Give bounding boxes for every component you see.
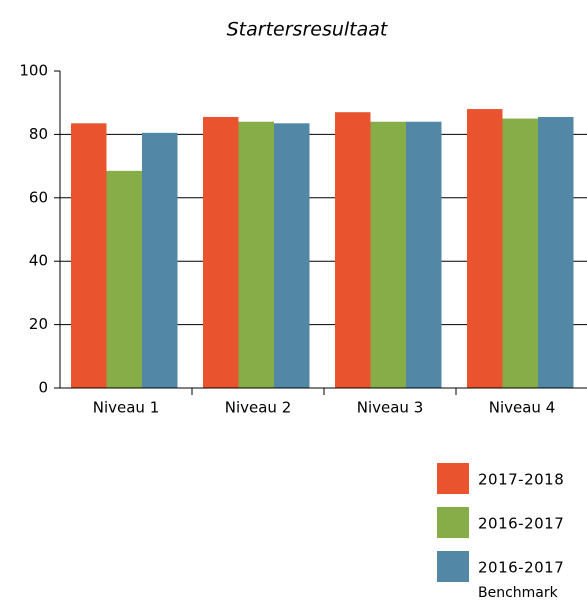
bar (370, 121, 406, 388)
x-tick-label: Niveau 2 (225, 399, 292, 417)
y-tick-label: 20 (29, 315, 48, 333)
bar (274, 123, 310, 389)
legend-label: 2016-2017 (478, 559, 564, 577)
y-tick-label: 80 (29, 125, 48, 143)
legend-sublabel: Benchmark (478, 585, 559, 600)
legend-swatch (437, 551, 469, 582)
bar (106, 170, 142, 388)
y-tick-label: 100 (19, 62, 48, 80)
legend-label: 2017-2018 (478, 471, 564, 489)
bar (142, 132, 178, 388)
bar (203, 116, 239, 388)
bar (71, 123, 107, 389)
chart-title: Startersresultaat (227, 19, 389, 41)
bar (502, 118, 538, 389)
y-tick-label: 0 (38, 379, 48, 397)
legend-swatch (437, 507, 469, 538)
bar (406, 121, 442, 388)
bar (467, 109, 503, 388)
bar (335, 112, 371, 389)
bar (538, 116, 574, 388)
x-tick-label: Niveau 3 (357, 399, 424, 417)
legend-swatch (437, 463, 469, 494)
bar (238, 121, 274, 388)
legend-label: 2016-2017 (478, 515, 564, 533)
y-tick-label: 40 (29, 252, 48, 270)
x-tick-label: Niveau 1 (93, 399, 160, 417)
y-tick-label: 60 (29, 188, 48, 206)
x-tick-label: Niveau 4 (489, 399, 556, 417)
